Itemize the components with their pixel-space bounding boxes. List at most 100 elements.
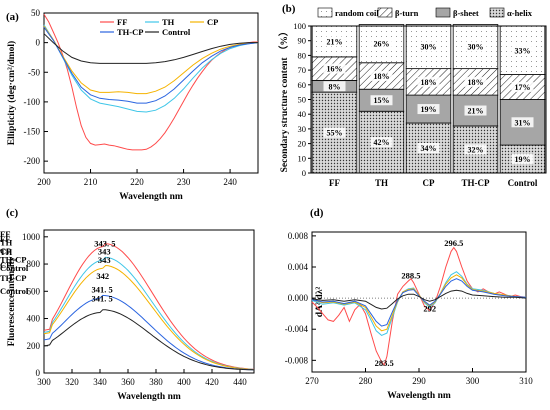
data-label-bg [511, 45, 534, 56]
series-line-th-cp [311, 278, 527, 327]
data-label-bg [417, 104, 440, 115]
y-tick-label: -150 [24, 127, 41, 137]
x-tick-label: 220 [130, 177, 144, 187]
data-label-bg [464, 41, 487, 52]
x-tick-label: 230 [177, 177, 191, 187]
x-axis-label: Wavelength nm [387, 391, 451, 401]
y-tick-label: 40 [298, 109, 307, 119]
y-tick-label: 60 [298, 80, 307, 90]
data-label: 18% [421, 78, 437, 87]
panel-b-secondary-structure-chart: 55% 8% 16% 21% FF 42% 15% 18% 26% TH 34% 19% 18% 30% C… [278, 7, 547, 188]
data-label: 32% [468, 145, 484, 154]
panel-label-d: (d) [310, 207, 324, 219]
legend-label-th-cp: TH-CP [117, 27, 143, 37]
series-line-th-cp [43, 294, 255, 371]
peak-annotation: 296.5 [444, 238, 463, 248]
x-tick-label: TH-CP [462, 178, 491, 188]
legend-swatch-random-coil [317, 7, 333, 18]
x-tick-label: 270 [305, 376, 319, 386]
x-tick-label: 340 [93, 377, 107, 387]
data-label-bg [417, 41, 440, 52]
x-tick-label: CP [423, 178, 435, 188]
data-label: 15% [374, 96, 390, 105]
y-tick-label: 30 [298, 124, 307, 134]
plot-frame [43, 229, 255, 374]
y-tick-label: 20 [298, 139, 307, 149]
y-tick-label: 10 [298, 153, 307, 163]
data-label: 42% [374, 138, 390, 147]
series-line-cp [43, 264, 255, 370]
y-axis-label: Ellipticity (deg·cm²/dmol) [6, 41, 17, 145]
data-label-bg [511, 154, 534, 165]
data-label: 30% [468, 43, 484, 52]
panel-d-derivative-chart: 270 280 290 300 310 0.008 0.004 0.000 -0.004 -0.0… [0, 229, 533, 401]
data-label: 8% [329, 82, 341, 91]
y-tick-label: 50 [31, 8, 41, 18]
x-tick-label: 400 [177, 377, 191, 387]
data-label-bg [370, 70, 393, 81]
y-tick-label: -200 [24, 156, 41, 166]
legend-label-control: Control [162, 27, 191, 37]
data-label-bg [417, 143, 440, 154]
legend-label-th: TH [0, 238, 13, 248]
y-tick-label: 50 [298, 95, 307, 105]
legend-label-control: Control [0, 286, 29, 296]
series-line-control [43, 309, 255, 371]
x-tick-label: Control [508, 178, 538, 188]
legend-label-th-cp: TH-CP [0, 273, 26, 283]
data-label: 55% [327, 129, 343, 138]
x-tick-label: 320 [65, 377, 79, 387]
legend-swatch-turn [377, 7, 393, 18]
y-tick-label: 400 [27, 314, 41, 324]
series-line-control [311, 289, 527, 310]
data-label: 26% [374, 40, 390, 49]
series-line-cp [43, 25, 259, 95]
series-line-th [43, 24, 259, 113]
y-tick-label: -0.008 [285, 355, 309, 365]
legend-label-control: Control [0, 263, 29, 273]
peak-annotation: 343. 5 [94, 238, 115, 248]
data-label: 21% [468, 107, 484, 116]
x-tick-label: 420 [205, 377, 219, 387]
data-label-bg [370, 95, 393, 106]
legend-label-th-cp: TH-CP [0, 255, 26, 265]
peak-annotation: 343 [98, 255, 111, 265]
y-axis-label: Fluorescence intensity [7, 256, 17, 346]
legend-label-th: TH [0, 247, 13, 257]
data-label: 34% [421, 144, 437, 153]
data-label-bg [417, 76, 440, 87]
y-tick-label: 0.004 [288, 262, 309, 272]
peak-annotation: 283.5 [375, 358, 394, 368]
y-tick-label: 80 [298, 50, 307, 60]
data-label-bg [323, 127, 346, 138]
peak-annotation: 341. 5 [91, 284, 112, 294]
data-label: 19% [421, 105, 437, 114]
x-tick-label: 310 [519, 376, 533, 386]
x-tick-label: TH [375, 178, 388, 188]
legend-label-th: TH [162, 17, 175, 27]
data-label: 33% [515, 46, 531, 55]
y-tick-label: 0 [302, 168, 306, 178]
peak-annotation: 292 [423, 303, 436, 313]
x-tick-label: 300 [37, 377, 51, 387]
y-tick-label: 100 [293, 21, 306, 31]
data-label-bg [464, 76, 487, 87]
y-tick-label: 0.008 [288, 231, 309, 241]
x-tick-label: 440 [233, 377, 247, 387]
panel-label-c: (c) [6, 207, 19, 219]
legend-swatch-helix [489, 7, 505, 18]
x-tick-label: 200 [37, 177, 51, 187]
series-line-cp [311, 274, 527, 332]
y-tick-label: -0.004 [285, 324, 309, 334]
data-label: 31% [515, 118, 531, 127]
legend-label-ff: FF [117, 17, 127, 27]
x-tick-label: 300 [466, 376, 480, 386]
x-tick-label: 380 [149, 377, 163, 387]
series-line-th-cp [43, 26, 259, 104]
plot-frame [311, 231, 527, 373]
legend-label-turn: β-turn [395, 8, 419, 18]
legend-label-cp: CP [0, 260, 11, 270]
x-tick-label: 290 [412, 376, 426, 386]
y-tick-label: 70 [298, 65, 307, 75]
